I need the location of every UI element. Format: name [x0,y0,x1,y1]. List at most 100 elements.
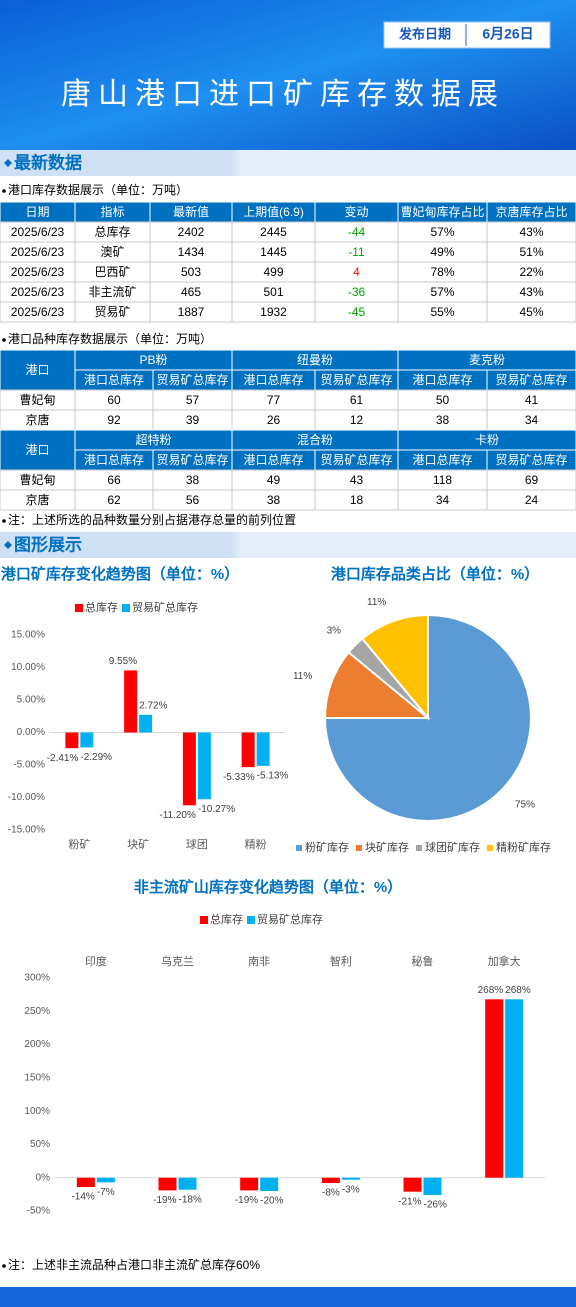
legend-swatch [416,845,422,851]
data-label: -2.41% [47,753,79,764]
cell-text: 24 [525,493,539,507]
y-tick-label: 0.00% [17,727,45,738]
header-text: 港口总库存 [243,372,303,387]
legend-label: 粉矿库存 [305,840,349,854]
bar [65,732,79,749]
cell-text: 49% [430,245,454,259]
footer-bar [0,1287,576,1307]
cell-text: 12 [350,413,364,427]
cell-text: 57% [430,225,454,239]
cell-text: 38 [436,413,450,427]
legend-label: 总库存 [85,600,118,614]
cell-text: 503 [181,265,201,279]
cell-text: -11 [348,245,365,259]
y-tick-label: 300% [24,973,50,984]
table-caption: 港口品种库存数据展示（单位：万吨） [8,331,212,346]
pie-slice [323,650,431,719]
bar [182,732,196,806]
legend-swatch [356,845,362,851]
cell-text: 43 [350,473,364,487]
diamond [4,541,12,549]
cell-text: 45% [519,305,543,319]
cell-text: 2025/6/23 [11,225,65,239]
header-text: 贸易矿总库存 [495,372,567,387]
header-cell [0,429,76,471]
header-text: 曹妃甸库存占比 [400,204,484,219]
chart-title: 港口库存品类占比（单位：%） [331,565,539,583]
data-label: 75% [515,800,535,811]
x-tick-label: 乌克兰 [161,954,194,968]
cell-text: 22% [519,265,543,279]
cell-text: 41 [525,393,539,407]
legend-label: 贸易矿总库存 [257,912,323,926]
cell-text: 曹妃甸 [19,473,55,487]
y-tick-label: 150% [24,1072,50,1083]
header-text: 最新值 [173,204,209,219]
bullet [2,338,6,342]
header-text: 混合粉 [297,432,333,447]
bar [403,1177,422,1192]
data-label: -7% [97,1187,115,1198]
section-title: 最新数据 [14,152,82,172]
x-tick-label: 印度 [85,954,107,968]
legend-swatch [247,916,255,924]
cell-text: -44 [348,225,366,239]
header-text: 贸易矿总库存 [495,452,567,467]
note: 注：上述非主流品种占港口非主流矿总库存60% [8,1257,260,1272]
cell-text: 京唐 [25,412,49,427]
header-text: 港口总库存 [412,452,472,467]
header-text: 变动 [344,204,368,219]
data-label: 9.55% [109,656,137,667]
cell-text: 499 [263,265,283,279]
cell-text: 非主流矿 [88,285,136,299]
header-text: 港口 [25,363,49,377]
y-tick-label: 15.00% [11,630,45,641]
header-text: 港口总库存 [84,452,144,467]
header-text: 港口 [25,443,49,457]
header-text: 贸易矿总库存 [320,372,392,387]
y-tick-label: -5.00% [13,760,45,771]
cell-text: 4 [353,265,360,279]
cell-text: 43% [519,285,543,299]
cell-text: 92 [107,413,121,427]
bar [197,732,211,800]
cell-text: 1887 [178,305,205,319]
cell-text: 55% [430,305,454,319]
pie-slice [360,613,429,721]
bullet [2,1264,6,1268]
header-text: 纽曼粉 [297,353,333,367]
header-text: 京唐库存占比 [495,204,567,219]
y-tick-label: 250% [24,1006,50,1017]
cell [486,489,576,511]
pie-slice [323,613,532,822]
cell-text: 66 [107,473,121,487]
header-text: 港口总库存 [243,452,303,467]
header-text: 指标 [100,204,124,219]
data-label: -14% [71,1192,94,1203]
legend-label: 总库存 [210,912,243,926]
cell-text: 京唐 [25,492,49,507]
cell-text: 69 [525,473,539,487]
data-label: 11% [293,671,312,682]
cell-text: 18 [350,493,364,507]
date-box [383,21,551,49]
cell-text: 61 [350,393,364,407]
cell-text: 78% [430,265,454,279]
cell [486,301,576,323]
cell-text: 巴西矿 [94,265,130,279]
cell-text: 39 [186,413,200,427]
data-label: -19% [235,1195,258,1206]
header-text: PB粉 [139,353,167,367]
chart-title: 港口矿库存变化趋势图（单位：%） [1,565,239,583]
cell-text: 2445 [260,225,287,239]
header-text: 贸易矿总库存 [156,372,228,387]
bullet [2,189,6,193]
x-tick-label: 南非 [248,955,270,968]
legend-swatch [122,604,130,612]
y-tick-label: 5.00% [17,695,45,706]
chart-title: 非主流矿山库存变化趋势图（单位：%） [134,878,402,896]
data-label: -8% [322,1188,340,1199]
header-text: 麦克粉 [469,353,505,367]
legend-swatch [296,845,302,851]
data-label: -19% [153,1195,176,1206]
